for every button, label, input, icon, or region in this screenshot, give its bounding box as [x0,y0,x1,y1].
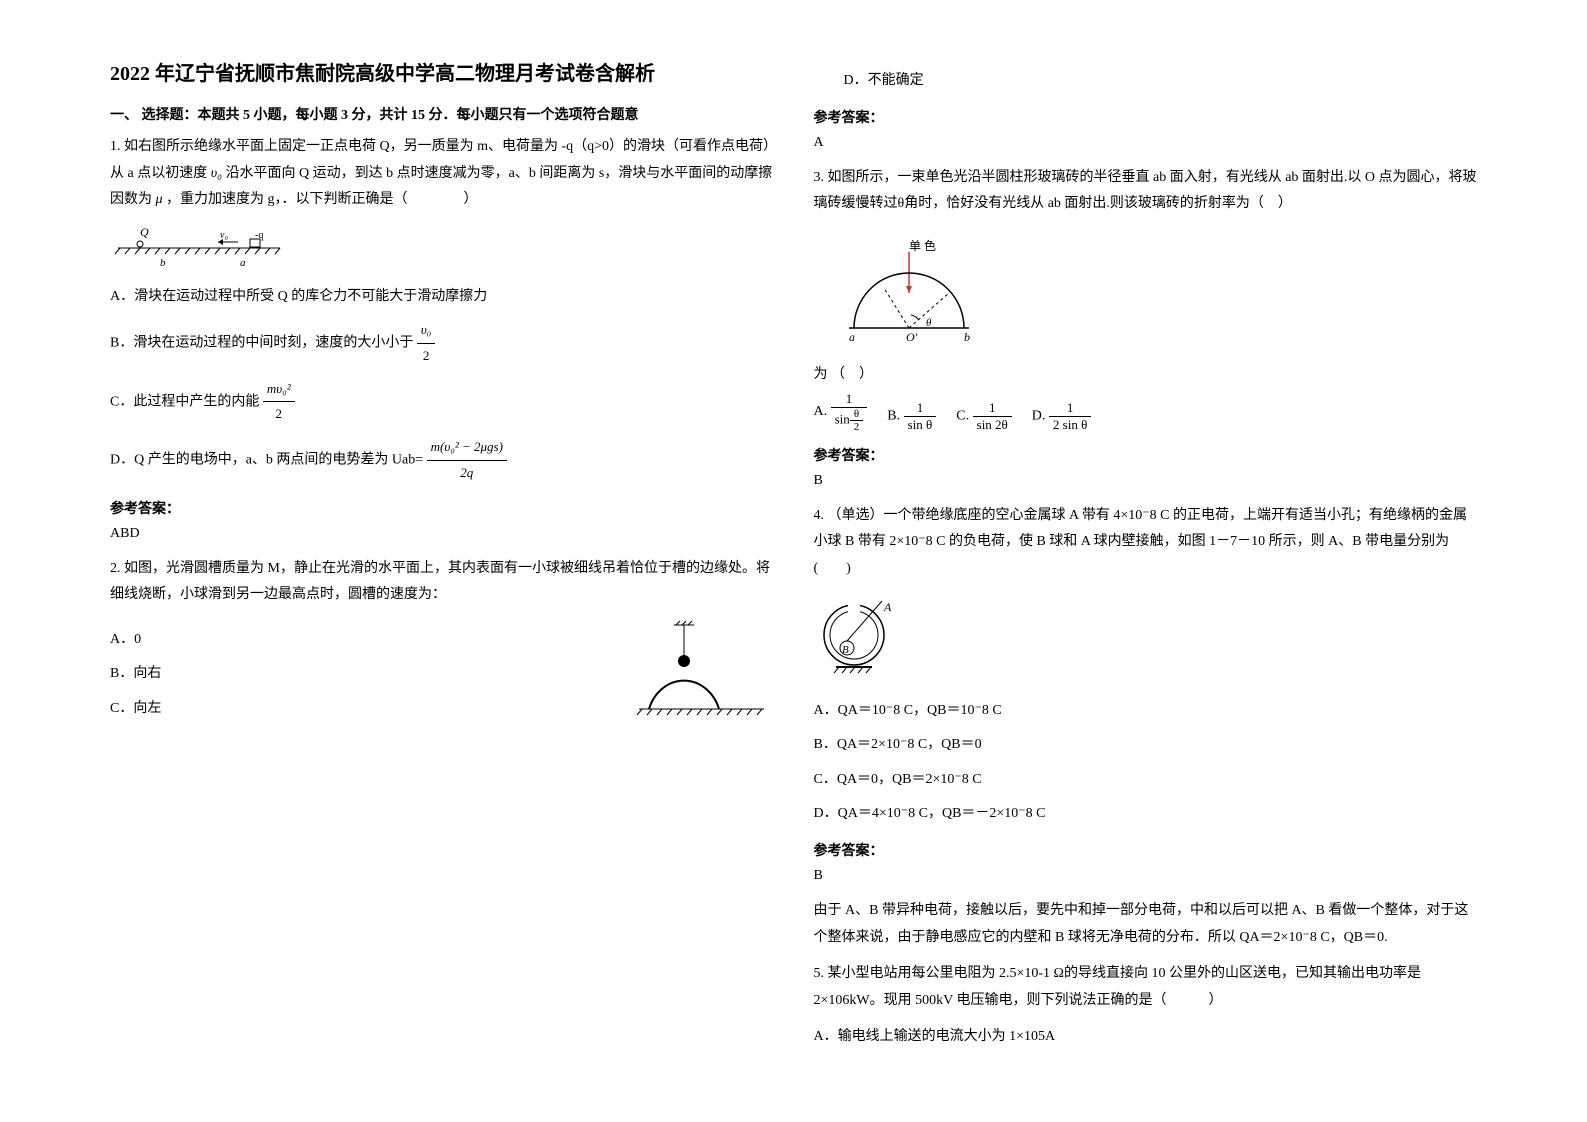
q1-answer: ABD [110,526,774,542]
question-4: 4. （单选）一个带绝缘底座的空心金属球 A 带有 4×10⁻8 C 的正电荷，… [814,503,1478,583]
page-title: 2022 年辽宁省抚顺市焦耐院高级中学高二物理月考试卷含解析 [110,60,774,88]
q3-label-Oprime: O' [906,330,918,344]
q3-label-theta: θ [926,317,932,329]
q3-label-b: b [964,330,970,344]
right-column: D．不能确定 参考答案： A 3. 如图所示，一束单色光沿半圆柱形玻璃砖的半径垂… [794,60,1498,1062]
question-2: 2. 如图，光滑圆槽质量为 M，静止在光滑的水平面上，其内表面有一小球被细线吊着… [110,556,774,609]
q3-diagram-svg: 单 色 a O' θ b [814,238,1004,348]
q4-optB: B．QA＝2×10⁻8 C，QB＝0 [814,732,1478,759]
q4-label-B: B [842,644,849,656]
q1-label-Q: Q [140,225,149,239]
q3-options: A. 1 sinθ2 B. 1 sin θ C. 1 sin 2θ D. 1 [814,391,1478,433]
question-1: 1. 如右图所示绝缘水平面上固定一正点电荷 Q，另一质量为 m、电荷量为 -q（… [110,134,774,214]
q3-optD: D. 1 2 sin θ [1032,400,1092,433]
q2-diagram [604,619,774,734]
q1-diagram-svg: Q v₀ -q b a [110,224,310,269]
q3-optB: B. 1 sin θ [887,400,936,433]
q2-optD: D．不能确定 [844,68,1478,95]
q5-optA: A．输电线上输送的电流大小为 1×105A [814,1024,1478,1051]
q1-text-end: ，重力加速度为 g，．以下判断正确是（ ） [166,192,478,207]
question-5: 5. 某小型电站用每公里电阻为 2.5×10-1 Ω的导线直接向 10 公里外的… [814,961,1478,1014]
q2-answer: A [814,135,1478,151]
q4-optD: D．QA＝4×10⁻8 C，QB＝－2×10⁻8 C [814,801,1478,828]
q1-label-b: b [160,257,166,269]
q1-optC-pre: C．此过程中产生的内能 [110,394,259,409]
q3-text: 3. 如图所示，一束单色光沿半圆柱形玻璃砖的半径垂直 ab 面入射，有光线从 a… [814,170,1477,212]
q4-diagram: A B [814,593,1478,688]
q1-optD-frac: m(υ₀² − 2μgs) 2q [427,435,507,485]
q1-optD: D．Q 产生的电场中，a、b 两点间的电势差为 Uab= m(υ₀² − 2μg… [110,435,774,485]
q3-optC: C. 1 sin 2θ [956,400,1012,433]
q2-diagram-svg [604,619,774,729]
q1-optC: C．此过程中产生的内能 mυ₀² 2 [110,377,774,427]
q1-optC-frac: mυ₀² 2 [263,377,295,427]
q2-options-block: A．0 B．向右 C．向左 [110,619,774,734]
q1-optA: A．滑块在运动过程中所受 Q 的库仑力不可能大于滑动摩擦力 [110,284,774,311]
left-column: 2022 年辽宁省抚顺市焦耐院高级中学高二物理月考试卷含解析 一、 选择题：本题… [90,60,794,1062]
q1-optB-pre: B．滑块在运动过程的中间时刻，速度的大小小于 [110,336,413,351]
q1-optB-frac: υ₀ 2 [417,318,436,368]
q4-optC: C．QA＝0，QB＝2×10⁻8 C [814,767,1478,794]
q4-optA: A．QA＝10⁻8 C，QB＝10⁻8 C [814,698,1478,725]
q5-text: 5. 某小型电站用每公里电阻为 2.5×10-1 Ω的导线直接向 10 公里外的… [814,966,1421,1008]
q3-answer: B [814,473,1478,489]
q3-diagram-row: 单 色 a O' θ b [814,228,1478,363]
q4-answer: B [814,868,1478,884]
q3-wei: 为 [814,367,828,382]
answer-label-4: 参考答案： [814,840,1478,860]
q1-v0: υ₀ [211,166,222,181]
q1-label-v0: v₀ [220,230,228,241]
q1-optD-pre: D．Q 产生的电场中，a、b 两点间的电势差为 Uab= [110,453,423,468]
q3-label-color: 单 色 [909,239,936,253]
q2-text: 2. 如图，光滑圆槽质量为 M，静止在光滑的水平面上，其内表面有一小球被细线吊着… [110,561,770,603]
q1-label-a: a [240,257,246,269]
q4-diagram-svg: A B [814,593,914,683]
q4-explain: 由于 A、B 带异种电荷，接触以后，要先中和掉一部分电荷，中和以后可以把 A、B… [814,898,1478,951]
q1-diagram: Q v₀ -q b a [110,224,774,274]
answer-label-1: 参考答案： [110,498,774,518]
q3-diagram: 单 色 a O' θ b [814,238,1004,353]
q4-label-A: A [883,600,892,614]
q1-mu: μ [156,192,163,207]
q4-text: 4. （单选）一个带绝缘底座的空心金属球 A 带有 4×10⁻8 C 的正电荷，… [814,508,1467,576]
section-header: 一、 选择题：本题共 5 小题，每小题 3 分，共计 15 分．每小题只有一个选… [110,104,774,124]
q1-optB: B．滑块在运动过程的中间时刻，速度的大小小于 υ₀ 2 [110,318,774,368]
question-3: 3. 如图所示，一束单色光沿半圆柱形玻璃砖的半径垂直 ab 面入射，有光线从 a… [814,165,1478,218]
q3-optA: A. 1 sinθ2 [814,391,868,433]
q3-label-a: a [849,330,855,344]
answer-label-2: 参考答案： [814,107,1478,127]
answer-label-3: 参考答案： [814,445,1478,465]
